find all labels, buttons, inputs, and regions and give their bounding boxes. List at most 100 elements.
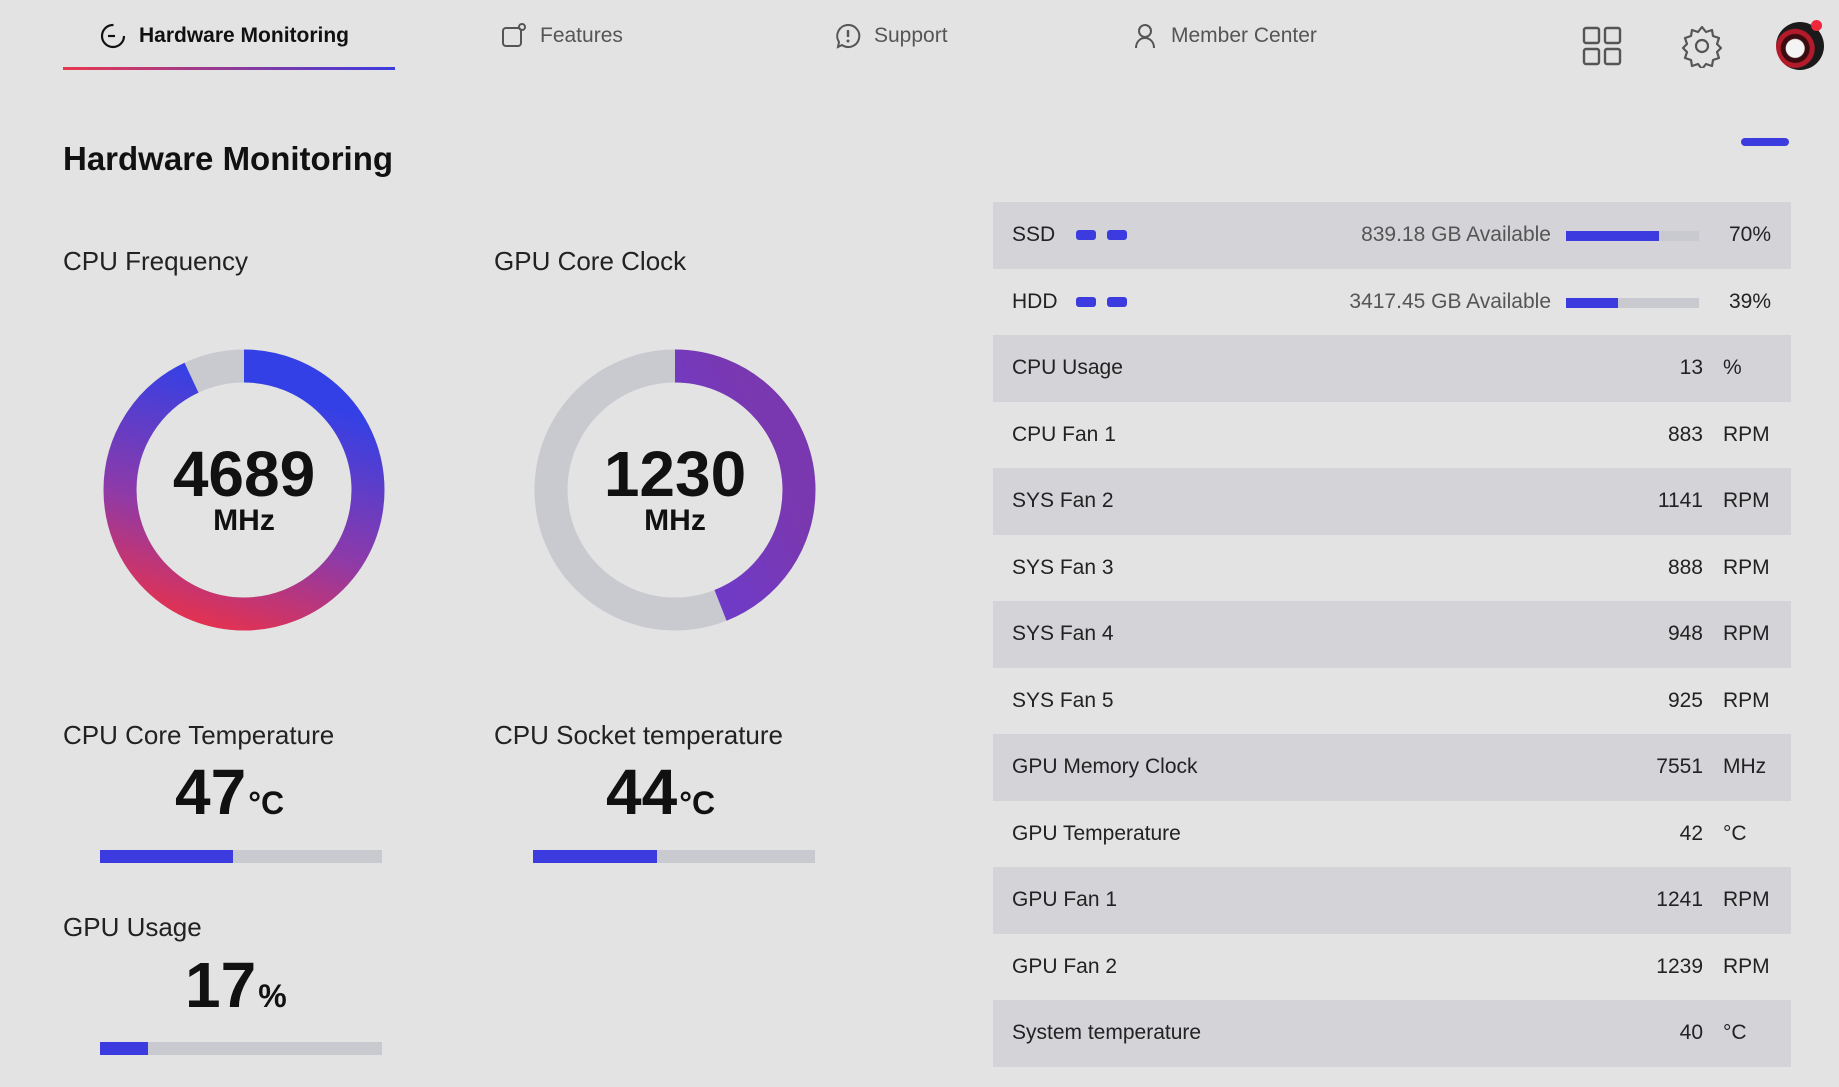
disk-indicator [1076, 230, 1127, 240]
cpu-frequency-gauge: 4689 MHz [94, 340, 394, 640]
disk-indicator [1076, 296, 1127, 307]
sensor-row: CPU Usage 13% [993, 335, 1791, 402]
storage-available: 3417.45 GB Available [1349, 289, 1551, 313]
sensor-name: GPU Memory Clock [1012, 755, 1198, 779]
storage-usage-bar-fill [1566, 231, 1660, 241]
gpu-core-clock-value: 1230 [603, 438, 747, 510]
gpu-core-clock-label: GPU Core Clock [494, 246, 687, 276]
storage-row-hdd: HDD 3417.45 GB Available 39% [993, 269, 1791, 336]
sensor-row: System temperature 40 °C [993, 1000, 1791, 1067]
page-title: Hardware Monitoring [63, 140, 394, 177]
sensor-value: 1241 [1656, 888, 1703, 912]
sensor-unit: RPM [1723, 489, 1770, 513]
cpu-socket-temp-bar [533, 850, 815, 863]
sensor-unit: % [1723, 356, 1742, 380]
sensor-row: SYS Fan 2 1141 RPM [993, 468, 1791, 535]
sensor-name: System temperature [1012, 1021, 1202, 1045]
tab-member-center[interactable]: Member Center [1131, 18, 1317, 54]
sensor-row: SYS Fan 3 888 RPM [993, 535, 1791, 602]
sensor-value: 1141 [1657, 489, 1703, 513]
notification-dot [1811, 20, 1822, 31]
cpu-socket-temp-value: 44 [606, 756, 678, 828]
storage-name: SSD [1012, 223, 1056, 247]
sensor-unit: RPM [1723, 954, 1770, 978]
user-icon [1135, 24, 1155, 49]
gpu-usage-label: GPU Usage [63, 912, 202, 942]
sensor-name: CPU Fan 1 [1012, 422, 1116, 446]
sensor-unit: RPM [1723, 422, 1770, 446]
sensor-name: SYS Fan 4 [1012, 622, 1114, 646]
gear-icon[interactable] [1680, 24, 1724, 68]
gpu-usage-readout: 17 % [185, 948, 287, 1022]
tab-label: Features [540, 24, 623, 47]
sensor-name: CPU Usage [1012, 356, 1123, 380]
sensor-unit: RPM [1723, 888, 1770, 912]
cpu-socket-temp-label: CPU Socket temperature [494, 720, 784, 750]
sensor-value: 888 [1667, 555, 1703, 579]
cpu-socket-temp-bar-fill [533, 850, 658, 863]
storage-usage-bar [1566, 231, 1699, 241]
cpu-core-temp-label: CPU Core Temperature [63, 720, 335, 750]
gpu-core-clock-gauge: 1230 MHz [525, 340, 825, 640]
gpu-usage-value: 17 [185, 949, 257, 1021]
active-tab-indicator [63, 67, 395, 70]
storage-usage-bar [1566, 297, 1699, 308]
sensor-row: SYS Fan 5 925 RPM [993, 668, 1791, 735]
toggle-indicator[interactable] [1741, 138, 1789, 146]
sensor-value: 13 [1679, 356, 1703, 380]
cpu-frequency-label: CPU Frequency [63, 246, 248, 276]
sensor-row: GPU Fan 2 1239 RPM [993, 934, 1791, 1001]
sensor-unit: RPM [1723, 622, 1770, 646]
monitor-gauge-icon [100, 23, 126, 49]
storage-name: HDD [1012, 289, 1058, 313]
tab-features[interactable]: Features [500, 18, 623, 54]
cpu-socket-temp-unit: °C [679, 785, 716, 821]
sensor-value: 7551 [1656, 755, 1703, 779]
top-nav: Hardware Monitoring Features Support Mem… [0, 0, 1839, 80]
support-chat-icon [836, 23, 861, 49]
sensor-unit: °C [1723, 1021, 1747, 1045]
sensor-table: SSD 839.18 GB Available 70% HDD 3417.45 … [993, 202, 1791, 1067]
cpu-core-temp-bar [100, 850, 382, 863]
sensor-name: GPU Fan 2 [1012, 954, 1118, 978]
sensor-value: 42 [1679, 821, 1703, 845]
cpu-core-temp-bar-fill [100, 850, 233, 863]
storage-usage-bar-fill [1566, 297, 1618, 308]
sensor-name: GPU Temperature [1012, 821, 1181, 845]
tab-support[interactable]: Support [834, 18, 948, 54]
storage-row-ssd: SSD 839.18 GB Available 70% [993, 202, 1791, 269]
storage-available: 839.18 GB Available [1361, 223, 1551, 247]
sensor-value: 1239 [1656, 954, 1703, 978]
sensor-name: SYS Fan 5 [1012, 688, 1114, 712]
sensor-unit: RPM [1723, 555, 1770, 579]
tab-hardware-monitoring[interactable]: Hardware Monitoring [99, 18, 349, 54]
grid-icon[interactable] [1580, 24, 1624, 68]
cpu-frequency-value: 4689 [172, 438, 316, 510]
tab-label: Hardware Monitoring [139, 24, 350, 47]
storage-percent: 39% [1728, 289, 1771, 313]
cpu-core-temp-readout: 47 °C [175, 755, 284, 829]
sensor-value: 925 [1667, 688, 1703, 712]
sensor-row: GPU Temperature 42 °C [993, 801, 1791, 868]
sensor-value: 948 [1667, 622, 1703, 646]
tab-label: Support [874, 24, 948, 47]
sensor-name: SYS Fan 2 [1012, 489, 1114, 513]
gpu-usage-bar [100, 1042, 382, 1055]
sensor-name: GPU Fan 1 [1012, 888, 1118, 912]
tab-label: Member Center [1171, 24, 1317, 47]
cpu-core-temp-unit: °C [248, 785, 285, 821]
sensor-row: CPU Fan 1 883 RPM [993, 402, 1791, 469]
sensor-value: 40 [1679, 1021, 1703, 1045]
cpu-socket-temp-readout: 44 °C [606, 755, 715, 829]
gpu-usage-bar-fill [100, 1042, 148, 1055]
sensor-row: GPU Fan 1 1241 RPM [993, 867, 1791, 934]
sensor-unit: °C [1723, 821, 1747, 845]
cpu-frequency-unit: MHz [213, 504, 275, 537]
sensor-row: GPU Memory Clock 7551 MHz [993, 734, 1791, 801]
sensor-value: 883 [1667, 422, 1703, 446]
features-icon [502, 23, 526, 47]
gpu-core-clock-unit: MHz [644, 504, 706, 537]
cpu-core-temp-value: 47 [175, 756, 247, 828]
sensor-unit: MHz [1723, 755, 1767, 779]
gpu-usage-unit: % [258, 978, 287, 1014]
